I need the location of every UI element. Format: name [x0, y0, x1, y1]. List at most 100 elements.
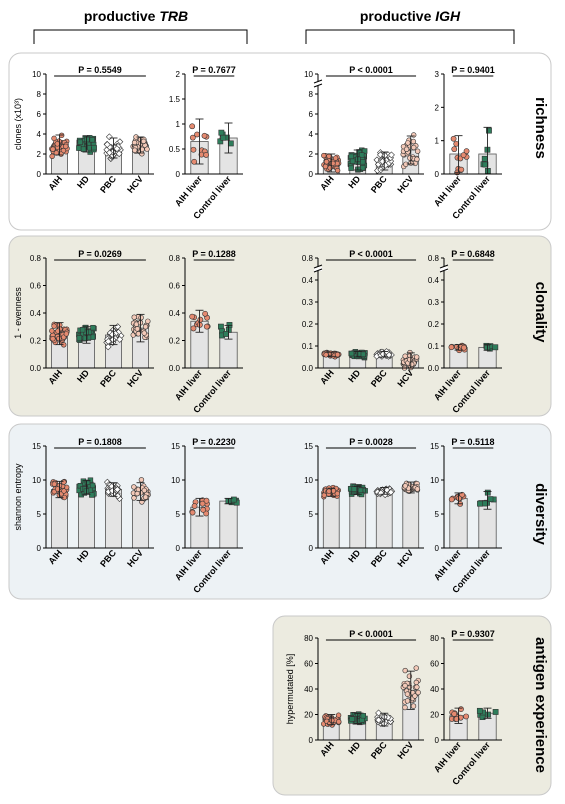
dots-pbc	[103, 323, 125, 351]
data-point	[89, 492, 95, 498]
y-tick-label: 20	[304, 711, 313, 720]
dots-pbc	[373, 485, 396, 499]
y-tick-label: 0	[435, 544, 440, 553]
data-point	[89, 137, 95, 143]
data-point	[375, 709, 383, 717]
y-tick-label: 1	[435, 137, 440, 146]
y-tick-label: 10	[430, 476, 439, 485]
y-axis-label: shannon entropy	[13, 463, 23, 531]
y-tick-label: 5	[37, 510, 42, 519]
data-point	[451, 711, 458, 717]
data-point	[51, 481, 58, 487]
data-point	[351, 486, 357, 492]
data-point	[49, 153, 55, 160]
data-point	[200, 506, 207, 513]
dots-aih	[321, 484, 342, 500]
data-point	[348, 165, 354, 171]
data-point	[80, 146, 87, 152]
y-tick-label: 0.4	[302, 276, 314, 285]
data-point	[482, 161, 489, 168]
dots-aih-liver	[189, 497, 210, 517]
data-point	[114, 492, 122, 500]
data-point	[189, 313, 196, 320]
data-point	[332, 155, 339, 161]
dots-hcv	[401, 480, 421, 494]
data-point	[334, 351, 341, 358]
data-point	[349, 158, 356, 164]
data-point	[77, 139, 83, 145]
data-point	[482, 500, 488, 507]
y-tick-label: 40	[304, 685, 313, 694]
y-tick-label: 0	[176, 170, 181, 179]
data-point	[54, 486, 61, 492]
y-tick-label: 10	[304, 70, 313, 79]
y-tick-label: 0.8	[30, 254, 42, 263]
data-point	[328, 350, 334, 356]
y-tick-label: 60	[430, 660, 439, 669]
y-tick-label: 2	[309, 150, 314, 159]
y-tick-label: 0	[309, 170, 314, 179]
data-point	[203, 152, 210, 158]
data-point	[415, 689, 421, 696]
data-point	[414, 156, 420, 162]
y-tick-label: 2	[176, 70, 181, 79]
data-point	[199, 500, 206, 507]
y-tick-label: 0.2	[428, 320, 440, 329]
data-point	[189, 509, 196, 516]
data-point	[451, 146, 458, 153]
y-tick-label: 0.3	[428, 298, 440, 307]
data-point	[456, 495, 462, 502]
panel-label-richness: richness	[532, 97, 549, 159]
p-value: P = 0.9307	[451, 629, 495, 639]
y-tick-label: 0.6	[30, 282, 42, 291]
header-right: productive IGH	[305, 8, 515, 44]
axis-break-gap	[314, 82, 322, 86]
bar-hd	[349, 489, 367, 549]
data-point	[227, 140, 234, 147]
header-right-bracket	[305, 29, 515, 44]
data-point	[481, 155, 488, 162]
y-tick-label: 10	[32, 476, 41, 485]
bar-pbc	[375, 490, 393, 549]
data-point	[138, 314, 144, 321]
y-tick-label: 1	[176, 120, 181, 129]
data-point	[349, 716, 355, 722]
data-point	[203, 323, 210, 330]
data-point	[334, 490, 341, 497]
dots-hd	[76, 477, 97, 498]
y-axis-label: clones (x10³)	[13, 98, 23, 150]
svg-text:productive IGH: productive IGH	[360, 8, 461, 24]
y-tick-label: 8	[37, 90, 42, 99]
y-tick-label: 0.0	[428, 364, 440, 373]
data-point	[131, 484, 137, 490]
y-tick-label: 0	[435, 170, 440, 179]
dots-pbc	[373, 149, 395, 174]
y-tick-label: 4	[37, 130, 42, 139]
data-point	[414, 684, 420, 690]
data-point	[360, 713, 367, 719]
data-point	[360, 165, 366, 171]
data-point	[388, 151, 395, 159]
data-point	[201, 132, 208, 139]
y-tick-label: 0.0	[302, 364, 314, 373]
p-value: P = 0.2230	[192, 437, 236, 447]
header-left-bracket	[33, 29, 248, 44]
y-tick-label: 1.5	[169, 95, 181, 104]
data-point	[448, 496, 455, 503]
y-tick-label: 5	[435, 510, 440, 519]
data-point	[336, 719, 342, 725]
data-point	[197, 316, 204, 323]
data-point	[360, 159, 366, 165]
data-point	[327, 165, 333, 171]
data-point	[486, 127, 492, 134]
data-point	[103, 141, 111, 148]
y-tick-label: 80	[304, 634, 313, 643]
y-tick-label: 10	[171, 476, 180, 485]
data-point	[49, 328, 55, 334]
y-tick-label: 60	[304, 660, 313, 669]
y-tick-label: 0.1	[302, 342, 314, 351]
y-tick-label: 15	[32, 442, 41, 451]
data-point	[477, 500, 483, 507]
data-point	[141, 330, 147, 336]
